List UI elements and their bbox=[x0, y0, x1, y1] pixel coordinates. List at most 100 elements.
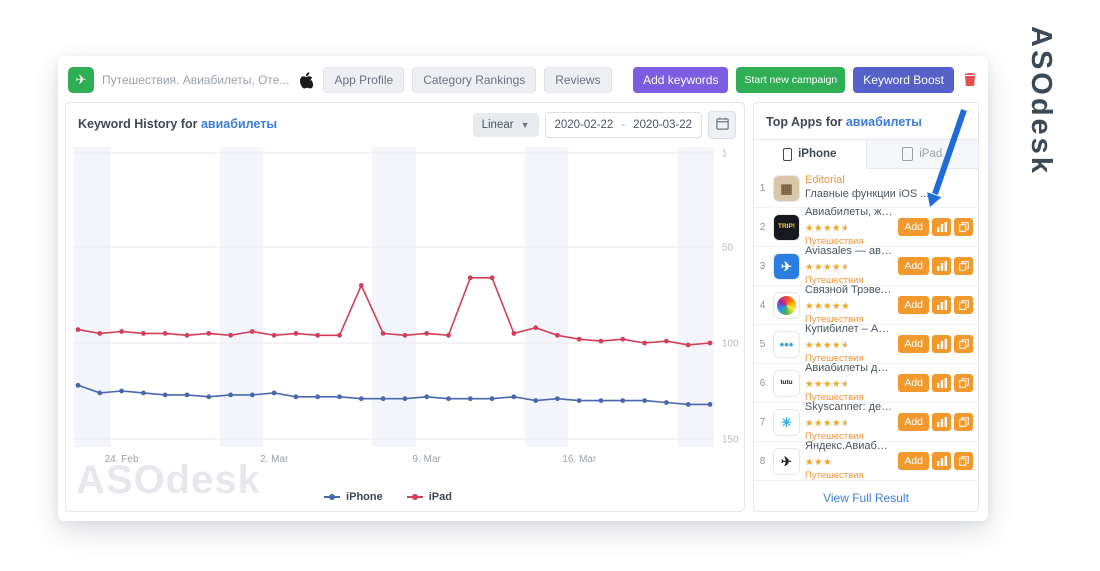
app-row: 2 TRIP! Авиабилеты, жд ... ★★★★★★★★★★Путеше… bbox=[754, 207, 978, 247]
copy-icon bbox=[958, 220, 969, 235]
legend-ipad-marker bbox=[406, 494, 423, 500]
date-separator: - bbox=[621, 119, 626, 131]
app-info: Авиабилеты деш... ★★★★★★★★★★Путешествия bbox=[805, 363, 893, 402]
app-row: 7 ☀ Skyscanner: деше... ★★★★★★★★★★Путешеств… bbox=[754, 402, 978, 442]
add-button[interactable]: Add bbox=[898, 218, 929, 236]
app-actions: Add bbox=[898, 296, 973, 314]
chart-button[interactable] bbox=[932, 257, 951, 275]
copy-icon bbox=[958, 415, 969, 430]
add-button[interactable]: Add bbox=[898, 296, 929, 314]
legend-iphone-label: iPhone bbox=[346, 491, 383, 503]
chart-button[interactable] bbox=[932, 413, 951, 431]
add-button[interactable]: Add bbox=[898, 413, 929, 431]
copy-icon bbox=[958, 454, 969, 469]
copy-button[interactable] bbox=[954, 452, 973, 470]
top-apps-panel: Top Apps for авиабилеты iPhone iPad 1 ▦ Ed… bbox=[753, 102, 979, 512]
chart-button[interactable] bbox=[932, 218, 951, 236]
app-info: Купибилет – Ави... ★★★★★★★★★★Путешествия bbox=[805, 324, 893, 363]
app-category: Путешествия bbox=[805, 469, 864, 481]
app-profile-button[interactable]: App Profile bbox=[323, 67, 405, 93]
app-info: Авиабилеты, жд ... ★★★★★★★★★★Путешествия bbox=[805, 207, 893, 246]
chart-button[interactable] bbox=[932, 452, 951, 470]
svg-text:50: 50 bbox=[722, 243, 734, 254]
stars-filled: ★★★ bbox=[805, 457, 833, 468]
chevron-down-icon: ▼ bbox=[520, 120, 530, 130]
tab-iphone[interactable]: iPhone bbox=[754, 140, 867, 169]
view-full-result-link[interactable]: View Full Result bbox=[823, 491, 909, 505]
app-name: Aviasales — авиа... bbox=[805, 246, 894, 258]
copy-button[interactable] bbox=[954, 335, 973, 353]
add-button[interactable]: Add bbox=[898, 452, 929, 470]
tab-iphone-label: iPhone bbox=[798, 148, 837, 160]
keyword-history-panel: Keyword History for авиабилеты Linear ▼ … bbox=[65, 102, 745, 512]
copy-icon bbox=[958, 337, 969, 352]
app-row: 4 Связной Трэвел: ... ★★★★★ ★★★★★ Путешестви… bbox=[754, 285, 978, 325]
app-title: Путешествия. Авиабилеты, Оте... bbox=[102, 73, 290, 87]
copy-button[interactable] bbox=[954, 218, 973, 236]
copy-button[interactable] bbox=[954, 413, 973, 431]
calendar-button[interactable] bbox=[708, 111, 736, 139]
chart-button[interactable] bbox=[932, 374, 951, 392]
date-range[interactable]: 2020-02-22 - 2020-03-22 bbox=[544, 112, 702, 138]
add-button[interactable]: Add bbox=[898, 257, 929, 275]
app-subtitle: Главные функции iOS ... bbox=[805, 189, 930, 200]
calendar-icon bbox=[715, 117, 729, 133]
scale-select-value: Linear bbox=[481, 119, 514, 131]
date-to-value[interactable]: 2020-03-22 bbox=[633, 119, 692, 131]
travel-app-icon: ✈ bbox=[68, 67, 94, 93]
stars-empty: ★★★★★ bbox=[805, 378, 851, 390]
app-actions: Add bbox=[898, 218, 973, 236]
bar-chart-icon bbox=[936, 259, 947, 274]
app-category: Путешествия bbox=[805, 274, 864, 286]
app-name: Editorial bbox=[805, 175, 845, 187]
app-row: 8 ✈ Яндекс.Авиабиле... ★★★★★★Путешествия Add bbox=[754, 441, 978, 481]
app-actions: Add bbox=[898, 257, 973, 275]
app-icon-glyph: ✈ bbox=[781, 258, 792, 274]
delete-button[interactable] bbox=[962, 70, 978, 91]
chart-button[interactable] bbox=[932, 335, 951, 353]
svg-text:2. Mar: 2. Mar bbox=[260, 454, 289, 465]
app-icon-glyph: ••• bbox=[779, 336, 794, 352]
add-button[interactable]: Add bbox=[898, 374, 929, 392]
app-icon: ✈ bbox=[773, 447, 800, 475]
app-icon: ••• bbox=[773, 330, 800, 358]
app-info: Editorial Главные функции iOS ... bbox=[805, 175, 973, 200]
app-rank: 3 bbox=[759, 260, 766, 272]
app-rank: 2 bbox=[759, 221, 766, 233]
app-category: Путешествия bbox=[805, 313, 864, 325]
chart-button[interactable] bbox=[932, 296, 951, 314]
copy-button[interactable] bbox=[954, 257, 973, 275]
keyword-boost-button[interactable]: Keyword Boost bbox=[853, 67, 954, 93]
add-button[interactable]: Add bbox=[898, 335, 929, 353]
reviews-button[interactable]: Reviews bbox=[544, 67, 612, 93]
tab-ipad[interactable]: iPad bbox=[866, 140, 978, 169]
ipad-icon bbox=[902, 147, 914, 161]
star-rating: ★★★★★★★★★★ bbox=[805, 302, 850, 312]
top-apps-title: Top Apps for авиабилеты bbox=[754, 103, 978, 139]
app-rank: 5 bbox=[759, 338, 766, 350]
category-rankings-button[interactable]: Category Rankings bbox=[412, 67, 537, 93]
app-icon: tutu bbox=[773, 369, 800, 397]
app-category: Путешествия bbox=[805, 391, 864, 403]
main-card: ✈ Путешествия. Авиабилеты, Оте... App Pr… bbox=[58, 56, 988, 521]
legend-ipad: iPad bbox=[406, 491, 452, 503]
legend-ipad-label: iPad bbox=[428, 491, 452, 503]
scale-select[interactable]: Linear ▼ bbox=[472, 113, 539, 137]
app-actions: Add bbox=[898, 374, 973, 392]
bar-chart-icon bbox=[936, 415, 947, 430]
bar-chart-icon bbox=[936, 376, 947, 391]
plane-icon: ✈ bbox=[75, 72, 87, 87]
add-keywords-button[interactable]: Add keywords bbox=[633, 67, 729, 93]
iphone-icon bbox=[783, 147, 793, 161]
tab-ipad-label: iPad bbox=[919, 148, 943, 160]
app-icon-glyph: ✈ bbox=[781, 453, 792, 469]
copy-button[interactable] bbox=[954, 374, 973, 392]
star-rating: ★★★★★★★★★★ bbox=[805, 263, 850, 273]
app-actions: Add bbox=[898, 452, 973, 470]
date-from-value[interactable]: 2020-02-22 bbox=[554, 119, 614, 131]
start-new-campaign-button[interactable]: Start new campaign bbox=[736, 67, 846, 93]
star-rating: ★★★★★★★★★★ bbox=[805, 380, 850, 390]
star-rating: ★★★★★★★★★★ bbox=[805, 419, 850, 429]
app-info: Aviasales — авиа... ★★★★★★★★★★Путешествия bbox=[805, 246, 893, 285]
copy-button[interactable] bbox=[954, 296, 973, 314]
